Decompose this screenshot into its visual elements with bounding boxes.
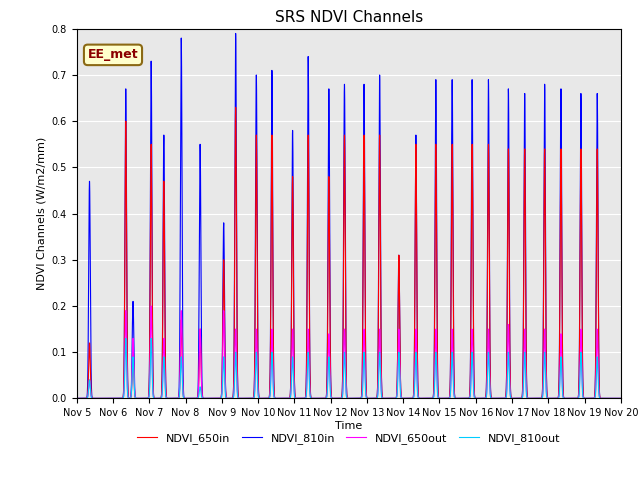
NDVI_810in: [209, 396, 216, 401]
NDVI_810out: [122, 336, 130, 341]
NDVI_650in: [232, 105, 239, 110]
NDVI_810out: [422, 396, 430, 401]
Line: NDVI_810out: NDVI_810out: [77, 338, 621, 398]
NDVI_810out: [402, 396, 410, 401]
NDVI_650out: [582, 396, 589, 401]
NDVI_650out: [402, 396, 410, 401]
NDVI_650in: [73, 396, 81, 401]
NDVI_810in: [402, 396, 410, 401]
NDVI_810in: [422, 396, 430, 401]
NDVI_810out: [330, 396, 338, 401]
NDVI_650in: [463, 396, 470, 401]
X-axis label: Time: Time: [335, 421, 362, 431]
Line: NDVI_650in: NDVI_650in: [77, 108, 621, 398]
NDVI_810out: [209, 396, 216, 401]
NDVI_650in: [402, 396, 410, 401]
Line: NDVI_810in: NDVI_810in: [77, 34, 621, 398]
NDVI_650in: [330, 396, 338, 401]
Line: NDVI_650out: NDVI_650out: [77, 306, 621, 398]
NDVI_650out: [617, 396, 625, 401]
NDVI_650out: [147, 303, 155, 309]
NDVI_810in: [232, 31, 239, 36]
NDVI_810in: [330, 396, 338, 401]
NDVI_650out: [73, 396, 81, 401]
NDVI_650out: [463, 396, 470, 401]
NDVI_650out: [330, 396, 338, 401]
NDVI_810in: [463, 396, 470, 401]
NDVI_650in: [209, 396, 216, 401]
NDVI_810out: [463, 396, 470, 401]
NDVI_650in: [617, 396, 625, 401]
Y-axis label: NDVI Channels (W/m2/mm): NDVI Channels (W/m2/mm): [36, 137, 46, 290]
Text: EE_met: EE_met: [88, 48, 138, 61]
NDVI_810out: [582, 396, 589, 401]
NDVI_810in: [582, 396, 589, 401]
Legend: NDVI_650in, NDVI_810in, NDVI_650out, NDVI_810out: NDVI_650in, NDVI_810in, NDVI_650out, NDV…: [133, 429, 564, 448]
NDVI_810in: [73, 396, 81, 401]
NDVI_650in: [422, 396, 430, 401]
NDVI_810in: [617, 396, 625, 401]
NDVI_810out: [73, 396, 81, 401]
NDVI_650out: [422, 396, 430, 401]
NDVI_650in: [582, 396, 589, 401]
Title: SRS NDVI Channels: SRS NDVI Channels: [275, 10, 423, 25]
NDVI_810out: [617, 396, 625, 401]
NDVI_650out: [209, 396, 216, 401]
